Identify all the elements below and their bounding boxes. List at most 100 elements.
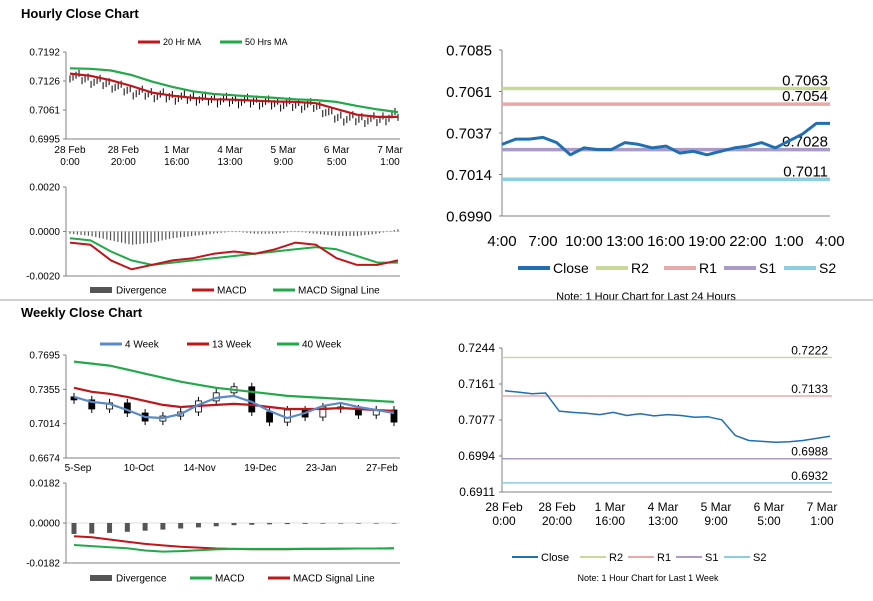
hourly-legend-divergence-label: Divergence bbox=[116, 286, 167, 297]
hourly-macd-divergence-bar bbox=[143, 231, 145, 244]
hourly-macd-divergence-bar bbox=[367, 231, 370, 235]
hourly-macd-divergence-bar bbox=[80, 231, 82, 235]
hourly-macd-divergence-bar bbox=[157, 231, 160, 242]
weekly-pivot-legend-s2-label: S2 bbox=[753, 552, 766, 564]
weekly-macd-y-tick-label: 0.0000 bbox=[29, 519, 60, 530]
hourly-macd-divergence-bar bbox=[268, 231, 270, 234]
hourly-macd-divergence-bar bbox=[91, 231, 93, 237]
weekly-price-x-tick-label: 19-Dec bbox=[244, 463, 276, 474]
hourly-macd-divergence-bar bbox=[216, 231, 219, 234]
hourly-price-x-tick-label: 7 Mar bbox=[377, 145, 403, 156]
hourly-ma50-line bbox=[69, 67, 399, 114]
hourly-macd-divergence-bar bbox=[338, 231, 340, 236]
hourly-price-y-tick-label: 0.7061 bbox=[29, 106, 60, 117]
hourly-macd-divergence-bar bbox=[139, 231, 141, 244]
hourly-macd-divergence-bar bbox=[375, 231, 377, 234]
hourly-macd-divergence-bar bbox=[124, 231, 126, 244]
hourly-macd-divergence-bar bbox=[95, 231, 97, 238]
weekly-macd-line bbox=[73, 544, 395, 553]
hourly-macd-divergence-bar bbox=[198, 231, 200, 236]
weekly-macd-divergence-bar bbox=[391, 523, 397, 524]
hourly-macd-divergence-bar bbox=[120, 231, 123, 243]
hourly-price-x-tick-label: 20:00 bbox=[111, 157, 136, 168]
hourly-macd-divergence-bar bbox=[323, 231, 325, 235]
weekly-pivot-s2-label: 0.6932 bbox=[791, 469, 828, 483]
hourly-price-x-tick-label: 5:00 bbox=[327, 157, 347, 168]
weekly-macd-divergence-bar bbox=[124, 523, 130, 532]
weekly-pivot-x-tick-label: 28 Feb bbox=[485, 500, 523, 514]
hourly-pivot-legend-s1-label: S1 bbox=[759, 260, 776, 276]
hourly-section-title: Hourly Close Chart bbox=[21, 6, 139, 21]
hourly-macd-divergence-bar bbox=[316, 231, 318, 234]
hourly-price-y-tick-label: 0.7126 bbox=[29, 77, 60, 88]
weekly-pivot-legend-close-label: Close bbox=[541, 552, 569, 564]
weekly-pivot-legend-s1-label: S1 bbox=[705, 552, 718, 564]
hourly-macd-divergence-bar bbox=[386, 231, 388, 233]
hourly-pivot-x-tick-label: 4:00 bbox=[815, 233, 844, 250]
hourly-macd-divergence-bar bbox=[305, 231, 307, 233]
weekly-price-y-tick-label: 0.6674 bbox=[29, 454, 60, 465]
hourly-macd-divergence-bar bbox=[132, 231, 134, 245]
weekly-candle-body bbox=[283, 409, 291, 423]
hourly-macd-divergence-bar bbox=[286, 231, 289, 233]
hourly-macd-divergence-bar bbox=[231, 231, 233, 233]
weekly-macd-divergence-bar bbox=[249, 523, 255, 525]
hourly-macd-divergence-bar bbox=[202, 231, 204, 235]
hourly-price-y-tick-label: 0.7192 bbox=[29, 48, 60, 59]
hourly-pivot-y-tick-label: 0.7037 bbox=[446, 125, 492, 142]
hourly-macd-divergence-bar bbox=[331, 231, 333, 236]
weekly-pivot-x-tick-label: 6 Mar bbox=[754, 500, 785, 514]
hourly-macd-divergence-bar bbox=[168, 231, 171, 239]
hourly-pivot-x-tick-label: 13:00 bbox=[606, 233, 644, 250]
weekly-macd-divergence-bar bbox=[142, 523, 148, 531]
weekly-pivot-x-tick-label: 16:00 bbox=[595, 514, 625, 528]
hourly-macd-divergence-bar bbox=[353, 231, 355, 236]
hourly-macd-divergence-bar bbox=[150, 231, 152, 243]
weekly-pivot-legend-r2-label: R2 bbox=[609, 552, 623, 564]
hourly-macd-line bbox=[69, 241, 399, 271]
weekly-pivot-y-tick-label: 0.6994 bbox=[458, 449, 495, 463]
hourly-pivot-r1-label: 0.7054 bbox=[782, 88, 828, 105]
hourly-legend-divergence-swatch bbox=[90, 287, 112, 293]
hourly-price-x-tick-label: 28 Feb bbox=[108, 145, 140, 156]
hourly-macd-divergence-bar bbox=[172, 231, 174, 239]
hourly-price-x-tick-label: 9:00 bbox=[274, 157, 294, 168]
hourly-macd-divergence-bar bbox=[334, 231, 336, 236]
hourly-macd-divergence-bar bbox=[69, 231, 71, 234]
hourly-macd-divergence-bar bbox=[327, 231, 329, 236]
hourly-macd-divergence-bar bbox=[224, 231, 226, 233]
hourly-pivot-legend-r2-label: R2 bbox=[631, 260, 649, 276]
weekly-macd-divergence-bar bbox=[89, 523, 95, 534]
hourly-macd-divergence-bar bbox=[235, 231, 237, 233]
hourly-macd-divergence-bar bbox=[246, 231, 248, 233]
hourly-macd-signal-line bbox=[69, 237, 398, 266]
weekly-4-week-line bbox=[73, 394, 395, 420]
hourly-legend-ma20-label: 20 Hr MA bbox=[163, 37, 201, 47]
hourly-macd-divergence-bar bbox=[76, 231, 78, 235]
hourly-macd-divergence-bar bbox=[113, 231, 115, 242]
hourly-macd-divergence-bar bbox=[187, 231, 189, 237]
weekly-macd-divergence-bar bbox=[71, 523, 77, 534]
hourly-macd-divergence-bar bbox=[371, 231, 373, 235]
hourly-macd-divergence-bar bbox=[165, 231, 167, 240]
weekly-pivot-x-tick-label: 5 Mar bbox=[701, 500, 732, 514]
weekly-legend-40-week-label: 40 Week bbox=[302, 340, 342, 351]
hourly-macd-divergence-bar bbox=[183, 231, 185, 237]
weekly-legend-divergence-label: Divergence bbox=[116, 574, 167, 585]
hourly-macd-divergence-bar bbox=[312, 231, 314, 234]
hourly-macd-divergence-bar bbox=[102, 231, 104, 239]
hourly-pivot-x-tick-label: 22:00 bbox=[729, 233, 767, 250]
hourly-pivot-y-tick-label: 0.6990 bbox=[446, 208, 492, 225]
hourly-pivot-y-tick-label: 0.7014 bbox=[446, 167, 492, 184]
weekly-pivot-y-tick-label: 0.7161 bbox=[458, 377, 495, 391]
hourly-macd-y-tick-label: -0.0020 bbox=[26, 272, 60, 283]
weekly-macd-divergence-bar bbox=[195, 523, 201, 528]
hourly-pivot-note: Note: 1 Hour Chart for Last 24 Hours bbox=[556, 291, 736, 303]
hourly-macd-divergence-bar bbox=[128, 231, 130, 245]
hourly-macd-divergence-bar bbox=[356, 231, 359, 236]
weekly-pivot-x-tick-label: 7 Mar bbox=[807, 500, 838, 514]
hourly-legend-signal-label: MACD Signal Line bbox=[298, 286, 380, 297]
weekly-pivot-x-tick-label: 0:00 bbox=[492, 514, 516, 528]
weekly-macd-divergence-bar bbox=[320, 523, 326, 524]
